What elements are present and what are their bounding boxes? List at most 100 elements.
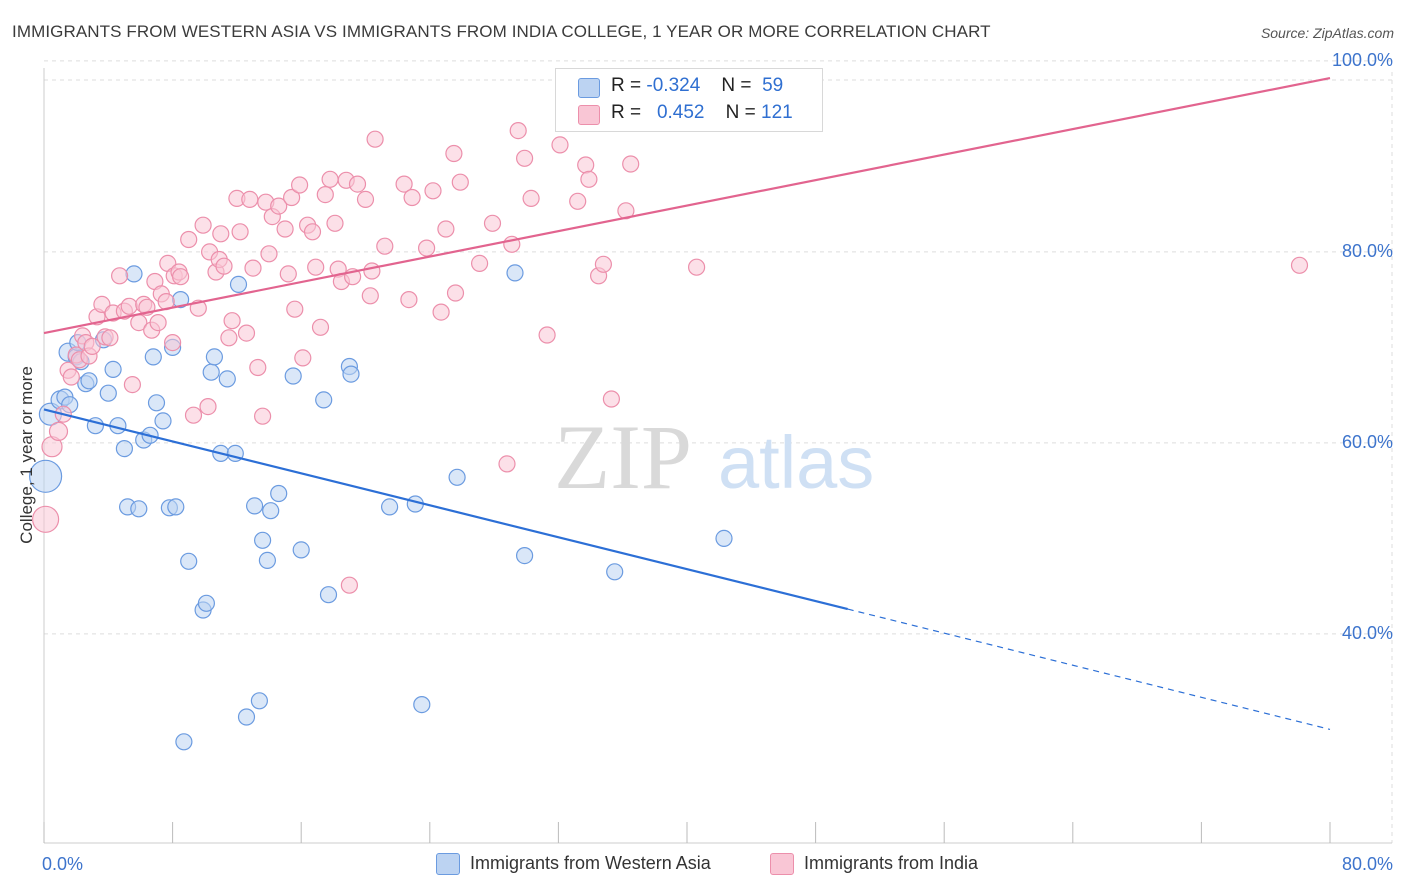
- legend-swatch-pink: [578, 105, 600, 125]
- point-india: [180, 230, 198, 249]
- bottom-legend-label: Immigrants from Western Asia: [470, 853, 711, 873]
- point-western-asia: [99, 384, 117, 402]
- point-india: [164, 334, 182, 352]
- point-india: [326, 214, 344, 232]
- point-india: [172, 268, 190, 286]
- point-india: [307, 258, 325, 276]
- point-india: [254, 407, 272, 425]
- point-india: [602, 390, 621, 408]
- point-india: [483, 214, 502, 232]
- point-western-asia: [515, 546, 534, 565]
- point-india: [48, 421, 69, 441]
- point-india: [316, 186, 334, 204]
- point-india: [687, 258, 706, 276]
- point-western-asia: [125, 265, 143, 283]
- point-india: [569, 192, 587, 210]
- y-tick-label: 60.0%: [1342, 432, 1393, 452]
- x-tick-label: 80.0%: [1342, 854, 1393, 874]
- point-india: [551, 136, 569, 154]
- point-india: [291, 176, 309, 194]
- point-india: [395, 175, 413, 193]
- legend-swatch-blue: [578, 78, 600, 98]
- point-india: [279, 265, 297, 283]
- point-western-asia: [715, 529, 733, 548]
- point-western-asia: [147, 394, 166, 412]
- bottom-legend-swatch-pink: [770, 853, 794, 875]
- trend-line-india: [43, 77, 1331, 335]
- point-western-asia: [130, 500, 148, 518]
- point-india: [321, 170, 339, 188]
- point-india: [376, 237, 394, 255]
- point-western-asia: [80, 372, 98, 390]
- correlation-legend: R = -0.324 N = 59 R = 0.452 N = 121: [555, 68, 823, 132]
- legend-r-value: 0.452: [656, 102, 705, 123]
- legend-n-value: 59: [762, 75, 784, 96]
- point-western-asia: [237, 708, 256, 726]
- point-western-asia: [197, 594, 215, 612]
- point-western-asia: [104, 360, 122, 378]
- axes: [43, 68, 1392, 844]
- point-india: [270, 197, 288, 215]
- point-india: [244, 259, 262, 277]
- point-western-asia: [154, 412, 172, 430]
- point-india: [418, 239, 436, 257]
- point-india: [356, 190, 375, 208]
- point-india: [231, 223, 249, 241]
- trend-lines: [43, 77, 1331, 730]
- point-india: [123, 376, 141, 394]
- point-india: [522, 189, 540, 207]
- watermark-atlas: atlas: [718, 421, 874, 504]
- y-tick-label: 100.0%: [1332, 50, 1393, 70]
- y-axis-title: College, 1 year or more: [17, 366, 36, 544]
- point-western-asia: [218, 370, 236, 388]
- point-western-asia: [381, 498, 399, 516]
- point-india: [294, 349, 312, 367]
- point-india: [366, 130, 384, 148]
- point-india: [471, 254, 489, 272]
- point-western-asia: [250, 692, 268, 710]
- point-india: [303, 223, 322, 241]
- legend-n-value: 121: [761, 102, 793, 123]
- point-india: [437, 220, 455, 238]
- point-western-asia: [254, 531, 272, 549]
- point-india: [498, 455, 516, 473]
- point-western-asia: [28, 459, 63, 493]
- point-india: [260, 245, 278, 263]
- trend-line-western-asia-extension: [847, 608, 1331, 730]
- point-western-asia: [144, 348, 162, 366]
- point-india: [445, 144, 463, 163]
- point-western-asia: [180, 552, 198, 570]
- point-western-asia: [284, 367, 302, 385]
- legend-n-label: N =: [725, 102, 756, 123]
- point-india: [31, 505, 60, 533]
- point-india: [194, 216, 212, 234]
- trend-line-western-asia: [43, 408, 849, 611]
- legend-r-label: R =: [611, 102, 642, 123]
- point-western-asia: [448, 468, 466, 486]
- point-western-asia: [315, 391, 333, 409]
- point-western-asia: [292, 541, 310, 559]
- point-india: [241, 190, 259, 208]
- point-india: [237, 324, 256, 342]
- point-india: [348, 175, 367, 193]
- point-india: [446, 284, 465, 302]
- point-india: [276, 220, 294, 238]
- point-western-asia: [342, 365, 360, 383]
- legend-r-value: -0.324: [646, 75, 701, 96]
- point-western-asia: [270, 484, 288, 503]
- point-india: [361, 287, 379, 305]
- point-india: [184, 406, 203, 424]
- bottom-legend-label: Immigrants from India: [804, 853, 979, 873]
- point-western-asia: [115, 440, 134, 458]
- point-india: [223, 312, 241, 330]
- point-india: [594, 255, 613, 273]
- point-western-asia: [246, 497, 264, 515]
- point-western-asia: [258, 551, 276, 570]
- point-india: [515, 149, 534, 167]
- point-western-asia: [606, 563, 624, 581]
- point-india: [340, 576, 358, 594]
- point-western-asia: [167, 498, 185, 516]
- point-india: [311, 318, 330, 336]
- point-india: [149, 314, 167, 332]
